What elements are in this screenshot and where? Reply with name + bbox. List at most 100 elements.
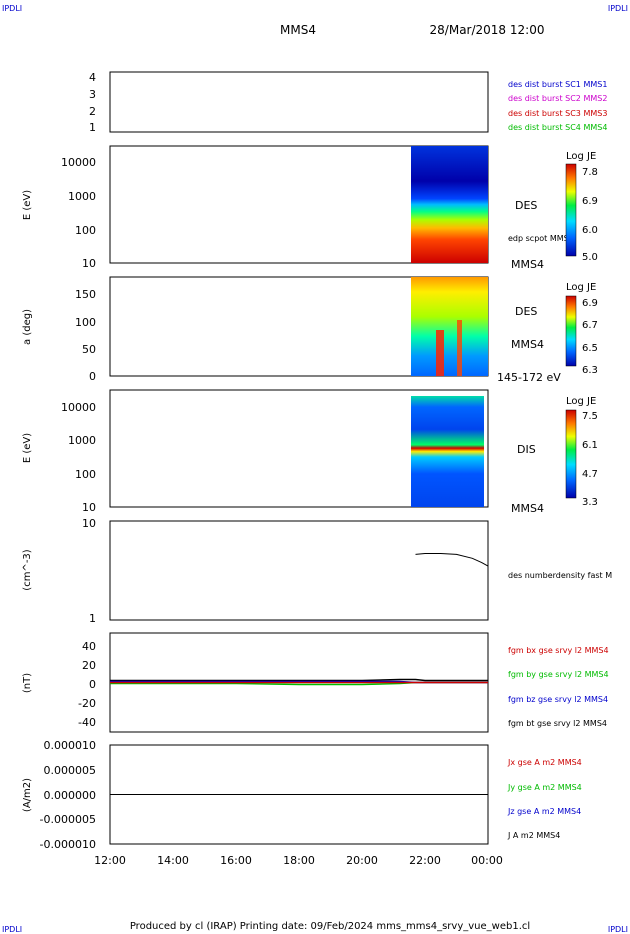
colorbar-gradient (565, 163, 577, 257)
current-tick: 0.000000 (44, 789, 97, 802)
des-energy-tick: 100 (75, 224, 96, 237)
footer-credit: Produced by cl (IRAP) Printing date: 09/… (130, 921, 530, 932)
current-legend-entry: Jy gse A m2 MMS4 (507, 783, 582, 792)
colorbar-tick: 6.1 (582, 440, 598, 451)
colorbar-des-energy: Log JE 7.8 6.9 6.0 5.0 (565, 151, 598, 263)
dis-energy-tick: 100 (75, 468, 96, 481)
burst-legend-entry: des dist burst SC3 MMS3 (508, 109, 607, 118)
x-tick-label: 12:00 (94, 854, 126, 867)
dis-energy-tick: 10000 (61, 401, 96, 414)
burst-tick: 3 (89, 88, 96, 101)
colorbar-tick: 6.3 (582, 365, 598, 376)
des-pitch-ylabel: a (deg) (22, 309, 33, 345)
burst-legend-entry: des dist burst SC4 MMS4 (508, 123, 607, 132)
des-energy-instrument-label: DES (515, 199, 537, 212)
des-pitch-bottom-label: MMS4 (511, 338, 544, 351)
current-legend-entry: J A m2 MMS4 (507, 831, 560, 840)
burst-tick: 4 (89, 71, 96, 84)
dis-instrument-label: DIS (517, 443, 536, 456)
x-tick-label: 22:00 (409, 854, 441, 867)
colorbar-gradient (565, 409, 577, 499)
dis-energy-tick: 1000 (68, 434, 96, 447)
bfield-ylabel: (nT) (22, 673, 33, 693)
des-pitch-tick: 150 (75, 288, 96, 301)
bfield-tick: -20 (78, 697, 96, 710)
colorbar-title: Log JE (566, 282, 596, 293)
colorbar-tick: 7.8 (582, 167, 598, 178)
des-energy-tick: 1000 (68, 190, 96, 203)
x-tick-label: 00:00 (471, 854, 503, 867)
colorbar-title: Log JE (566, 396, 596, 407)
des-pitch-tick: 50 (82, 343, 96, 356)
density-tick: 1 (89, 612, 96, 625)
des-pitch-tick: 100 (75, 316, 96, 329)
x-tick-label: 16:00 (220, 854, 252, 867)
current-legend-entry: Jz gse A m2 MMS4 (507, 807, 581, 816)
des-pitch-spectrogram (411, 277, 488, 376)
bfield-legend-entry: fgm bz gse srvy l2 MMS4 (508, 695, 608, 704)
dis-energy-tick: 10 (82, 501, 96, 514)
density-tick: 10 (82, 517, 96, 530)
burst-legend-entry: des dist burst SC2 MMS2 (508, 94, 607, 103)
des-pitch-hotspot-2 (457, 320, 462, 376)
bfield-tick: -40 (78, 716, 96, 729)
des-pitch-energy-range: 145-172 eV (497, 371, 561, 384)
burst-legend-entry: des dist burst SC1 MMS1 (508, 80, 607, 89)
current-legend-entry: Jx gse A m2 MMS4 (507, 758, 582, 767)
colorbar-tick: 6.9 (582, 298, 598, 309)
des-pitch-instrument-label: DES (515, 305, 537, 318)
current-ylabel: (A/m2) (22, 778, 33, 812)
dis-energy-spectrogram (411, 396, 484, 507)
des-pitch-hotspot (436, 330, 444, 376)
des-energy-tick: 10 (82, 257, 96, 270)
colorbar-tick: 6.5 (582, 343, 598, 354)
des-energy-spectrogram (411, 146, 488, 263)
corner-label-tl: IPDLI (2, 4, 22, 13)
panel-dis-energy-frame (109, 389, 489, 508)
density-series-line (415, 553, 489, 567)
des-energy-bottom-label: MMS4 (511, 258, 544, 271)
corner-label-bl: IPDLI (2, 925, 22, 934)
bfield-tick: 0 (89, 678, 96, 691)
x-tick-label: 20:00 (346, 854, 378, 867)
panel-density-frame (109, 520, 489, 621)
series-layer (110, 553, 489, 795)
density-ylabel: (cm^-3) (22, 549, 33, 590)
corner-label-br: IPDLI (608, 925, 628, 934)
bfield-tick: 20 (82, 659, 96, 672)
current-tick: -0.000005 (40, 813, 96, 826)
x-tick-label: 14:00 (157, 854, 189, 867)
bfield-tick: 40 (82, 640, 96, 653)
bfield-legend-entry: fgm by gse srvy l2 MMS4 (508, 670, 609, 679)
colorbar-des-pitch: Log JE 6.9 6.7 6.5 6.3 (565, 282, 598, 376)
bfield-legend-entry: fgm bx gse srvy l2 MMS4 (508, 646, 609, 655)
dis-bottom-label: MMS4 (511, 502, 544, 515)
x-tick-label: 18:00 (283, 854, 315, 867)
colorbar-tick: 5.0 (582, 252, 598, 263)
bfield-legend-entry: fgm bt gse srvy l2 MMS4 (508, 719, 607, 728)
density-legend-entry: des numberdensity fast M (508, 571, 612, 580)
burst-tick: 1 (89, 121, 96, 134)
colorbar-tick: 4.7 (582, 469, 598, 480)
des-energy-sub-label: edp scpot MMS4 (508, 234, 574, 243)
colorbar-title: Log JE (566, 151, 596, 162)
des-pitch-tick: 0 (89, 370, 96, 383)
colorbar-tick: 6.7 (582, 320, 598, 331)
colorbar-tick: 7.5 (582, 411, 598, 422)
des-energy-ylabel: E (eV) (22, 190, 33, 220)
dis-energy-ylabel: E (eV) (22, 433, 33, 463)
panel-burst-frame (109, 71, 489, 133)
colorbar-tick: 6.9 (582, 196, 598, 207)
spacecraft-title: MMS4 (280, 23, 316, 37)
corner-label-tr: IPDLI (608, 4, 628, 13)
des-energy-tick: 10000 (61, 156, 96, 169)
colorbar-gradient (565, 295, 577, 367)
colorbar-dis-energy: Log JE 7.5 6.1 4.7 3.3 (565, 396, 598, 508)
datetime-title: 28/Mar/2018 12:00 (430, 23, 545, 37)
bfield-series-line (110, 678, 488, 682)
colorbar-tick: 3.3 (582, 497, 598, 508)
current-tick: 0.000010 (44, 739, 97, 752)
burst-tick: 2 (89, 105, 96, 118)
current-tick: -0.000010 (40, 838, 96, 851)
